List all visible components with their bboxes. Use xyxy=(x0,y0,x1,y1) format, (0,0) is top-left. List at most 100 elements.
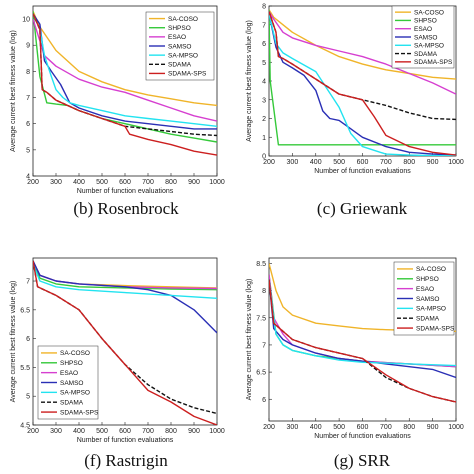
x-tick-label: 800 xyxy=(165,179,177,186)
y-tick-label: 1 xyxy=(262,135,266,142)
y-tick-label: 7 xyxy=(26,279,30,286)
legend-label: SA-MPSO xyxy=(168,52,198,59)
x-tick-label: 800 xyxy=(165,428,177,435)
x-tick-label: 900 xyxy=(427,159,439,166)
x-tick-label: 300 xyxy=(50,179,62,186)
legend-label: SHPSO xyxy=(414,18,437,25)
series-line-sdama-sps xyxy=(269,279,456,403)
chart-panel-rastrigin: 200 300 400 500 600 700 800 900 1000 4.5 5 5.5 6 6.5 7… xyxy=(10,257,225,470)
series-line-sa-mpso xyxy=(269,279,456,367)
y-tick-label: 5 xyxy=(262,60,266,67)
x-tick-label: 200 xyxy=(27,179,39,186)
series-group xyxy=(33,260,217,425)
legend-label: SAMSO xyxy=(168,43,191,50)
y-tick-label: 6.5 xyxy=(256,370,266,377)
series-line-esao xyxy=(269,11,456,95)
y-tick-label: 7 xyxy=(262,342,266,349)
legend-label: SA-COSO xyxy=(414,9,444,16)
y-tick-label: 7 xyxy=(262,22,266,29)
x-tick-label: 300 xyxy=(50,428,62,435)
legend-label: SA-MPSO xyxy=(414,43,444,50)
legend: SA-COSOSHPSOESAOSAMSOSA-MPSOSDAMASDAMA-S… xyxy=(391,5,455,69)
series-line-shpso xyxy=(33,260,217,291)
y-tick-label: 5 xyxy=(26,394,30,401)
y-tick-label: 8 xyxy=(262,4,266,11)
x-tick-label: 500 xyxy=(333,424,345,431)
series-line-sa-mpso xyxy=(33,263,217,299)
y-tick-label: 6.5 xyxy=(20,307,30,314)
legend-label: SDAMA xyxy=(168,62,192,69)
x-tick-label: 1000 xyxy=(448,159,464,166)
y-tick-label: 6 xyxy=(262,41,266,48)
x-tick-label: 300 xyxy=(287,159,299,166)
x-tick-label: 1000 xyxy=(209,179,225,186)
y-tick-label: 4 xyxy=(262,79,266,86)
legend: SA-COSOSHPSOESAOSAMSOSA-MPSOSDAMASDAMA-S… xyxy=(393,261,455,336)
series-line-sa-coso xyxy=(269,9,456,80)
y-tick-label: 7 xyxy=(26,95,30,102)
series-line-shpso xyxy=(269,9,456,146)
x-tick-label: 600 xyxy=(119,428,131,435)
panel-caption: (f) Rastrigin xyxy=(84,451,168,470)
chart-panel-srr: 200 300 400 500 600 700 800 900 1000 6 6.5 7 7.5 8 8.5… xyxy=(246,257,464,470)
panel-caption: (c) Griewank xyxy=(317,199,408,218)
panel-caption: (b) Rosenbrock xyxy=(73,199,179,218)
legend-label: ESAO xyxy=(60,370,78,377)
series-line-esao xyxy=(33,18,217,122)
x-tick-label: 1000 xyxy=(209,428,225,435)
y-axis-label: Average current best fitness value (log) xyxy=(10,30,17,152)
x-tick-label: 400 xyxy=(310,159,322,166)
legend-label: SAMSO xyxy=(60,380,83,387)
series-line-samso xyxy=(269,279,456,379)
y-tick-label: 4 xyxy=(26,174,30,181)
x-tick-label: 500 xyxy=(96,428,108,435)
x-tick-label: 400 xyxy=(73,428,85,435)
x-tick-label: 900 xyxy=(427,424,439,431)
legend-label: ESAO xyxy=(414,26,432,33)
y-tick-label: 2 xyxy=(262,116,266,123)
legend-label: SHPSO xyxy=(416,276,439,283)
x-tick-label: 600 xyxy=(119,179,131,186)
y-tick-label: 8 xyxy=(26,69,30,76)
x-tick-label: 700 xyxy=(380,424,392,431)
legend-label: ESAO xyxy=(168,34,186,41)
legend: SA-COSOSHPSOESAOSAMSOSA-MPSOSDAMASDAMA-S… xyxy=(37,345,99,420)
chart-panel-rosenbrock: 200 300 400 500 600 700 800 900 1000 4 5 6 7 8 9 10 Numb… xyxy=(10,5,225,218)
x-tick-label: 700 xyxy=(142,179,154,186)
y-tick-label: 8.5 xyxy=(256,261,266,268)
chart-panel-griewank: 200 300 400 500 600 700 800 900 1000 0 1 2 3 4 5 6 7 8 Num… xyxy=(246,4,464,219)
series-line-sa-mpso xyxy=(269,13,456,156)
y-tick-label: 0 xyxy=(262,154,266,161)
series-group xyxy=(269,9,456,156)
legend-label: SHPSO xyxy=(60,360,83,367)
y-tick-label: 4.5 xyxy=(20,423,30,430)
x-tick-label: 200 xyxy=(27,428,39,435)
x-tick-label: 400 xyxy=(73,179,85,186)
x-tick-label: 700 xyxy=(142,428,154,435)
x-tick-label: 600 xyxy=(357,159,369,166)
legend-label: SAMSO xyxy=(414,34,437,41)
series-group xyxy=(33,10,217,156)
series-line-sdama-sps xyxy=(269,11,456,156)
y-tick-label: 6 xyxy=(26,336,30,343)
x-tick-label: 200 xyxy=(263,159,275,166)
x-tick-label: 500 xyxy=(96,179,108,186)
y-tick-label: 3 xyxy=(262,97,266,104)
legend-label: SA-MPSO xyxy=(416,306,446,313)
legend-label: SHPSO xyxy=(168,25,191,32)
legend: SA-COSOSHPSOESAOSAMSOSA-MPSOSDAMASDAMA-S… xyxy=(145,11,215,81)
x-tick-label: 800 xyxy=(403,159,415,166)
x-tick-label: 900 xyxy=(188,428,200,435)
legend-label: SDAMA-SPS xyxy=(168,71,207,78)
x-tick-label: 800 xyxy=(403,424,415,431)
series-line-sa-mpso xyxy=(33,13,217,127)
x-tick-label: 400 xyxy=(310,424,322,431)
series-line-samso xyxy=(33,260,217,334)
x-tick-label: 500 xyxy=(333,159,345,166)
series-line-samso xyxy=(33,13,217,130)
x-axis-label: Number of function evaluations xyxy=(314,433,411,440)
legend-label: SDAMA xyxy=(60,400,84,407)
y-tick-label: 6 xyxy=(26,121,30,128)
x-tick-label: 1000 xyxy=(448,424,464,431)
